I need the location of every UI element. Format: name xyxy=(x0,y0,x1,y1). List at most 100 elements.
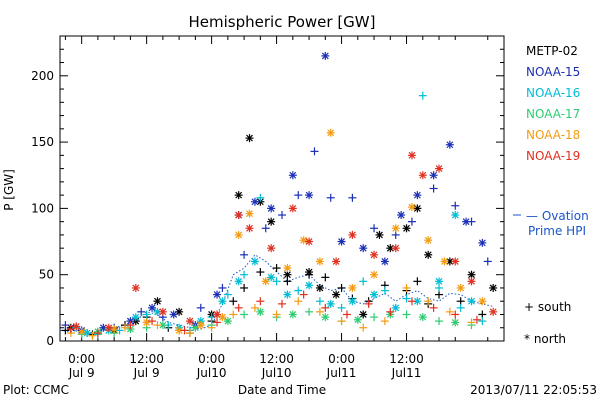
south-point xyxy=(294,191,303,200)
south-point xyxy=(240,310,249,319)
south-point xyxy=(294,297,303,306)
south-point xyxy=(370,313,379,322)
north-point-d2 xyxy=(305,268,313,276)
south-point xyxy=(250,303,259,312)
north-point-d2 xyxy=(478,239,486,247)
north-point-d2 xyxy=(251,198,259,206)
south-point xyxy=(451,201,460,210)
south-point xyxy=(364,299,373,308)
north-point xyxy=(467,297,476,306)
x-tick-date-label: Jul10 xyxy=(261,366,292,380)
north-point xyxy=(234,211,243,220)
north-point xyxy=(413,204,422,213)
north-point-d2 xyxy=(191,324,199,332)
north-point xyxy=(196,321,205,330)
north-point xyxy=(462,217,471,226)
x-tick-time-label: 12:00 xyxy=(259,352,294,366)
south-point xyxy=(261,224,270,233)
north-point-d2 xyxy=(224,317,232,325)
south-point xyxy=(223,290,232,299)
x-tick-date-label: Jul 9 xyxy=(68,366,95,380)
north-point xyxy=(158,321,167,330)
north-point xyxy=(299,236,308,245)
north-point xyxy=(234,191,243,200)
north-point xyxy=(326,299,335,308)
north-point xyxy=(131,313,140,322)
north-point-d2 xyxy=(338,238,345,245)
north-point-d2 xyxy=(413,204,421,212)
south-point xyxy=(305,307,314,316)
north-point-d2 xyxy=(359,244,367,252)
north-point-d2 xyxy=(154,308,161,316)
north-point xyxy=(267,273,276,282)
south-point xyxy=(213,318,222,327)
legend-ovation-label-2: Prime HPI xyxy=(528,224,586,238)
plot-frame xyxy=(59,35,505,342)
south-point xyxy=(472,315,481,324)
north-point xyxy=(478,297,487,306)
north-point-d2 xyxy=(451,211,459,219)
north-point-d2 xyxy=(381,258,389,265)
south-point xyxy=(153,321,162,330)
south-point xyxy=(445,307,454,316)
north-point-d2 xyxy=(408,203,416,211)
x-tick-date-label: Jul11 xyxy=(326,366,357,380)
south-point xyxy=(299,290,308,299)
north-point-d2 xyxy=(219,313,226,321)
north-point-d2 xyxy=(170,311,178,318)
north-point xyxy=(370,250,379,259)
north-point-d2 xyxy=(359,311,367,318)
south-point xyxy=(483,257,492,266)
x-tick-time-label: 12:00 xyxy=(129,352,164,366)
north-point-d2 xyxy=(283,291,291,299)
north-point xyxy=(245,209,254,218)
north-point xyxy=(359,310,368,319)
north-point xyxy=(110,325,119,334)
north-point xyxy=(386,244,395,253)
north-point xyxy=(305,191,314,200)
north-point-d2 xyxy=(159,321,167,329)
south-point xyxy=(240,270,249,279)
north-point-d2 xyxy=(451,258,459,265)
north-point xyxy=(77,327,86,336)
south-point xyxy=(272,310,281,319)
north-point-d2 xyxy=(246,134,253,142)
north-point-d2 xyxy=(348,297,356,305)
north-point-d2 xyxy=(478,297,486,305)
north-point-d2 xyxy=(256,308,264,316)
north-point-d2 xyxy=(246,224,253,232)
x-axis-label: Date and Time xyxy=(238,383,326,397)
north-point-d2 xyxy=(186,317,194,325)
north-point xyxy=(391,224,400,233)
north-point-d2 xyxy=(435,165,443,173)
north-point xyxy=(332,290,341,299)
south-point xyxy=(321,273,330,282)
south-point xyxy=(115,326,124,335)
legend-series-label: NOAA-15 xyxy=(526,65,580,79)
north-point-d2 xyxy=(235,211,243,219)
north-point-d2 xyxy=(468,297,475,305)
north-point-d2 xyxy=(413,297,421,305)
y-tick-label: 100 xyxy=(31,201,54,215)
north-point xyxy=(213,290,222,299)
north-point-d2 xyxy=(489,284,497,292)
south-point xyxy=(429,303,438,312)
north-point-d2 xyxy=(316,258,324,265)
north-point-d2 xyxy=(370,251,378,259)
footer-right: 2013/07/11 22:05:53 xyxy=(470,383,597,397)
north-point xyxy=(245,224,254,233)
south-point xyxy=(337,303,346,312)
north-point-d2 xyxy=(462,218,470,226)
south-point xyxy=(435,317,444,326)
north-point-d2 xyxy=(262,277,270,285)
x-tick-time-label: 0:00 xyxy=(198,352,225,366)
x-tick-date-label: Jul10 xyxy=(196,366,227,380)
north-point xyxy=(445,140,454,149)
north-point xyxy=(234,230,243,239)
north-point-d2 xyxy=(468,277,475,285)
north-point xyxy=(489,283,498,292)
south-point xyxy=(321,303,330,312)
legend-north-label: * north xyxy=(524,332,566,346)
north-point xyxy=(418,313,427,322)
